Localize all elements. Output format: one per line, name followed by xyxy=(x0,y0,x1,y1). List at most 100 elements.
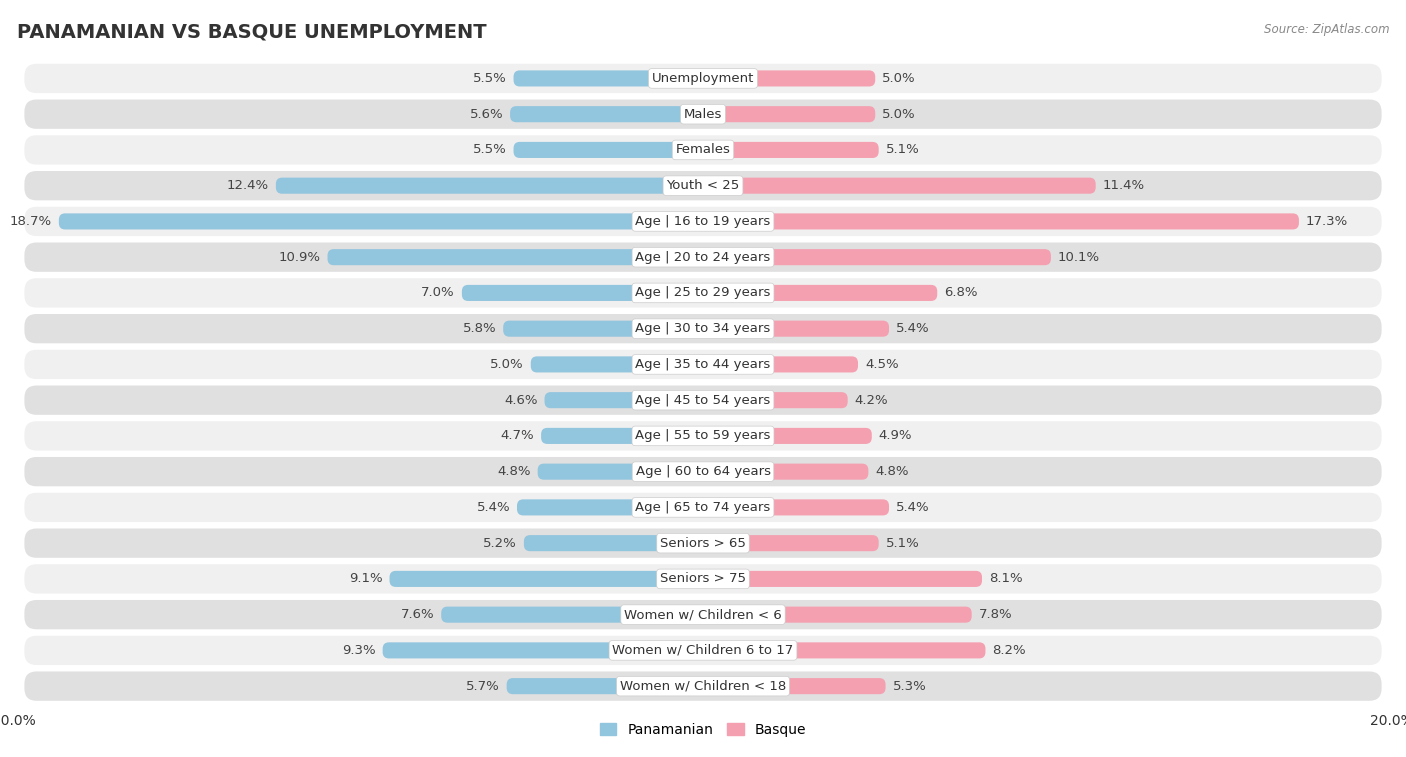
FancyBboxPatch shape xyxy=(703,463,869,480)
Text: Youth < 25: Youth < 25 xyxy=(666,179,740,192)
FancyBboxPatch shape xyxy=(24,350,1382,379)
Text: 5.0%: 5.0% xyxy=(882,72,915,85)
FancyBboxPatch shape xyxy=(703,357,858,372)
FancyBboxPatch shape xyxy=(328,249,703,265)
Text: Unemployment: Unemployment xyxy=(652,72,754,85)
Text: 5.1%: 5.1% xyxy=(886,143,920,157)
Text: 9.3%: 9.3% xyxy=(342,644,375,657)
FancyBboxPatch shape xyxy=(24,385,1382,415)
Text: Age | 35 to 44 years: Age | 35 to 44 years xyxy=(636,358,770,371)
FancyBboxPatch shape xyxy=(703,285,938,301)
Text: 5.0%: 5.0% xyxy=(882,107,915,120)
Text: 4.9%: 4.9% xyxy=(879,429,912,442)
Text: Age | 20 to 24 years: Age | 20 to 24 years xyxy=(636,251,770,263)
FancyBboxPatch shape xyxy=(24,64,1382,93)
Text: 5.5%: 5.5% xyxy=(472,143,506,157)
Text: Seniors > 65: Seniors > 65 xyxy=(659,537,747,550)
Legend: Panamanian, Basque: Panamanian, Basque xyxy=(593,717,813,742)
FancyBboxPatch shape xyxy=(24,99,1382,129)
Text: 7.8%: 7.8% xyxy=(979,608,1012,621)
FancyBboxPatch shape xyxy=(276,178,703,194)
Text: 6.8%: 6.8% xyxy=(945,286,977,300)
FancyBboxPatch shape xyxy=(24,314,1382,344)
FancyBboxPatch shape xyxy=(541,428,703,444)
FancyBboxPatch shape xyxy=(24,636,1382,665)
FancyBboxPatch shape xyxy=(703,142,879,158)
FancyBboxPatch shape xyxy=(24,671,1382,701)
FancyBboxPatch shape xyxy=(531,357,703,372)
Text: 4.7%: 4.7% xyxy=(501,429,534,442)
FancyBboxPatch shape xyxy=(24,493,1382,522)
FancyBboxPatch shape xyxy=(703,643,986,659)
FancyBboxPatch shape xyxy=(703,249,1050,265)
FancyBboxPatch shape xyxy=(59,213,703,229)
FancyBboxPatch shape xyxy=(703,213,1299,229)
FancyBboxPatch shape xyxy=(703,606,972,623)
Text: 7.0%: 7.0% xyxy=(422,286,456,300)
FancyBboxPatch shape xyxy=(24,207,1382,236)
FancyBboxPatch shape xyxy=(703,321,889,337)
Text: 5.3%: 5.3% xyxy=(893,680,927,693)
FancyBboxPatch shape xyxy=(703,500,889,516)
FancyBboxPatch shape xyxy=(24,564,1382,593)
Text: 5.4%: 5.4% xyxy=(896,322,929,335)
FancyBboxPatch shape xyxy=(441,606,703,623)
Text: 5.0%: 5.0% xyxy=(491,358,524,371)
FancyBboxPatch shape xyxy=(24,171,1382,201)
FancyBboxPatch shape xyxy=(703,571,981,587)
Text: Females: Females xyxy=(675,143,731,157)
FancyBboxPatch shape xyxy=(517,500,703,516)
FancyBboxPatch shape xyxy=(537,463,703,480)
Text: Age | 25 to 29 years: Age | 25 to 29 years xyxy=(636,286,770,300)
Text: 5.6%: 5.6% xyxy=(470,107,503,120)
FancyBboxPatch shape xyxy=(703,178,1095,194)
Text: Age | 65 to 74 years: Age | 65 to 74 years xyxy=(636,501,770,514)
Text: Women w/ Children < 18: Women w/ Children < 18 xyxy=(620,680,786,693)
Text: 5.4%: 5.4% xyxy=(896,501,929,514)
Text: 4.8%: 4.8% xyxy=(498,465,531,478)
Text: 10.9%: 10.9% xyxy=(278,251,321,263)
FancyBboxPatch shape xyxy=(703,392,848,408)
FancyBboxPatch shape xyxy=(24,600,1382,629)
Text: Age | 45 to 54 years: Age | 45 to 54 years xyxy=(636,394,770,407)
Text: PANAMANIAN VS BASQUE UNEMPLOYMENT: PANAMANIAN VS BASQUE UNEMPLOYMENT xyxy=(17,23,486,42)
FancyBboxPatch shape xyxy=(24,421,1382,450)
FancyBboxPatch shape xyxy=(389,571,703,587)
FancyBboxPatch shape xyxy=(703,70,875,86)
Text: Age | 16 to 19 years: Age | 16 to 19 years xyxy=(636,215,770,228)
FancyBboxPatch shape xyxy=(510,106,703,122)
Text: Source: ZipAtlas.com: Source: ZipAtlas.com xyxy=(1264,23,1389,36)
FancyBboxPatch shape xyxy=(24,242,1382,272)
Text: Seniors > 75: Seniors > 75 xyxy=(659,572,747,585)
FancyBboxPatch shape xyxy=(703,535,879,551)
FancyBboxPatch shape xyxy=(24,457,1382,486)
Text: 4.5%: 4.5% xyxy=(865,358,898,371)
Text: 5.8%: 5.8% xyxy=(463,322,496,335)
FancyBboxPatch shape xyxy=(703,678,886,694)
Text: Males: Males xyxy=(683,107,723,120)
FancyBboxPatch shape xyxy=(544,392,703,408)
Text: 18.7%: 18.7% xyxy=(10,215,52,228)
FancyBboxPatch shape xyxy=(24,279,1382,307)
Text: Women w/ Children 6 to 17: Women w/ Children 6 to 17 xyxy=(613,644,793,657)
FancyBboxPatch shape xyxy=(24,136,1382,164)
Text: 5.2%: 5.2% xyxy=(484,537,517,550)
FancyBboxPatch shape xyxy=(703,428,872,444)
Text: 7.6%: 7.6% xyxy=(401,608,434,621)
Text: 4.8%: 4.8% xyxy=(875,465,908,478)
FancyBboxPatch shape xyxy=(461,285,703,301)
Text: 12.4%: 12.4% xyxy=(226,179,269,192)
FancyBboxPatch shape xyxy=(503,321,703,337)
FancyBboxPatch shape xyxy=(703,106,875,122)
Text: 5.4%: 5.4% xyxy=(477,501,510,514)
FancyBboxPatch shape xyxy=(506,678,703,694)
Text: 9.1%: 9.1% xyxy=(349,572,382,585)
FancyBboxPatch shape xyxy=(382,643,703,659)
FancyBboxPatch shape xyxy=(513,142,703,158)
Text: Women w/ Children < 6: Women w/ Children < 6 xyxy=(624,608,782,621)
Text: 4.2%: 4.2% xyxy=(855,394,889,407)
Text: Age | 30 to 34 years: Age | 30 to 34 years xyxy=(636,322,770,335)
Text: 5.1%: 5.1% xyxy=(886,537,920,550)
Text: Age | 60 to 64 years: Age | 60 to 64 years xyxy=(636,465,770,478)
Text: 5.7%: 5.7% xyxy=(465,680,499,693)
